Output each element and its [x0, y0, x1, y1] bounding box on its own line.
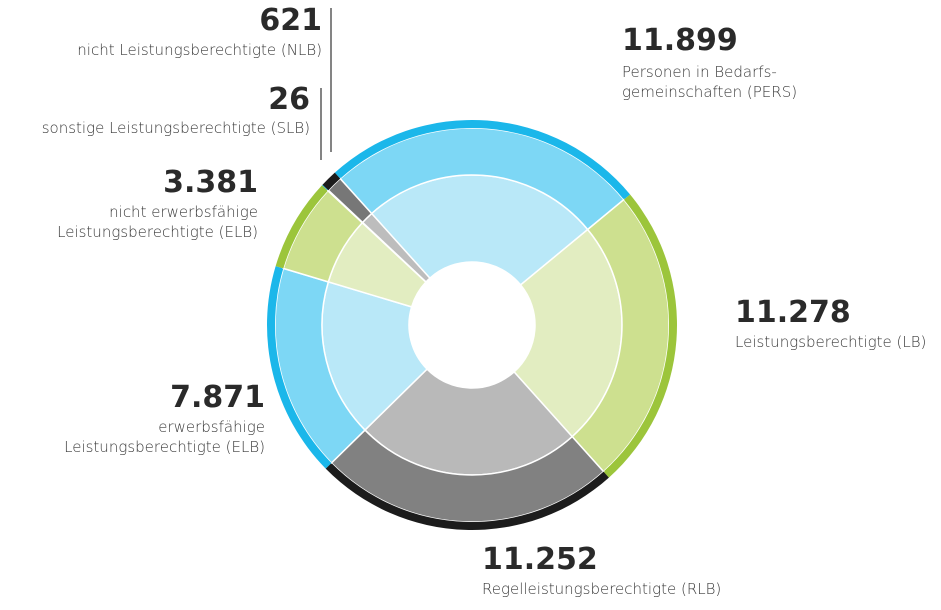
value-label: 11.899	[622, 23, 738, 58]
pie-slice	[325, 462, 609, 530]
slice-label: 11.252 Regelleistungsberechtigte (RLB)	[482, 543, 721, 599]
slice-label: 7.871 erwerbsfähige Leistungsberechtigte …	[64, 381, 265, 457]
category-label: Regelleistungsberechtigte (RLB)	[482, 580, 722, 598]
value-label: 3.381	[163, 165, 258, 200]
category-label: Leistungsberechtigte (LB)	[735, 333, 927, 351]
slice-label: 11.899 Personen in Bedarfs- gemeinschafte…	[622, 24, 797, 102]
value-label: 26	[268, 82, 310, 117]
pie-slice	[322, 172, 341, 191]
pie-slice	[275, 185, 328, 269]
category-label: nicht erwerbsfähige Leistungsberechtigte…	[57, 203, 258, 241]
value-label: 7.871	[170, 380, 265, 415]
pie-slice	[327, 177, 373, 224]
pie-slice	[322, 184, 329, 191]
category-label: erwerbsfähige Leistungsberechtigte (ELB)	[64, 418, 265, 456]
pie-slice	[334, 119, 631, 200]
slice-label: 11.278 Leistungsberechtigte (LB)	[735, 296, 926, 352]
category-label: sonstige Leistungsberechtigte (SLB)	[41, 119, 310, 137]
category-label: Personen in Bedarfs- gemeinschaften (PER…	[622, 63, 798, 101]
pie-slice	[267, 266, 332, 469]
value-label: 621	[259, 3, 322, 38]
slice-label: 621 nicht Leistungsberechtigte (NLB)	[77, 4, 322, 60]
value-label: 11.252	[482, 542, 598, 577]
slice-label: 26 sonstige Leistungsberechtigte (SLB)	[42, 83, 310, 138]
slice-label: 3.381 nicht erwerbsfähige Leistungsberech…	[57, 166, 258, 242]
value-label: 11.278	[735, 295, 851, 330]
category-label: nicht Leistungsberechtigte (NLB)	[77, 41, 322, 59]
pie-slice	[603, 194, 677, 478]
